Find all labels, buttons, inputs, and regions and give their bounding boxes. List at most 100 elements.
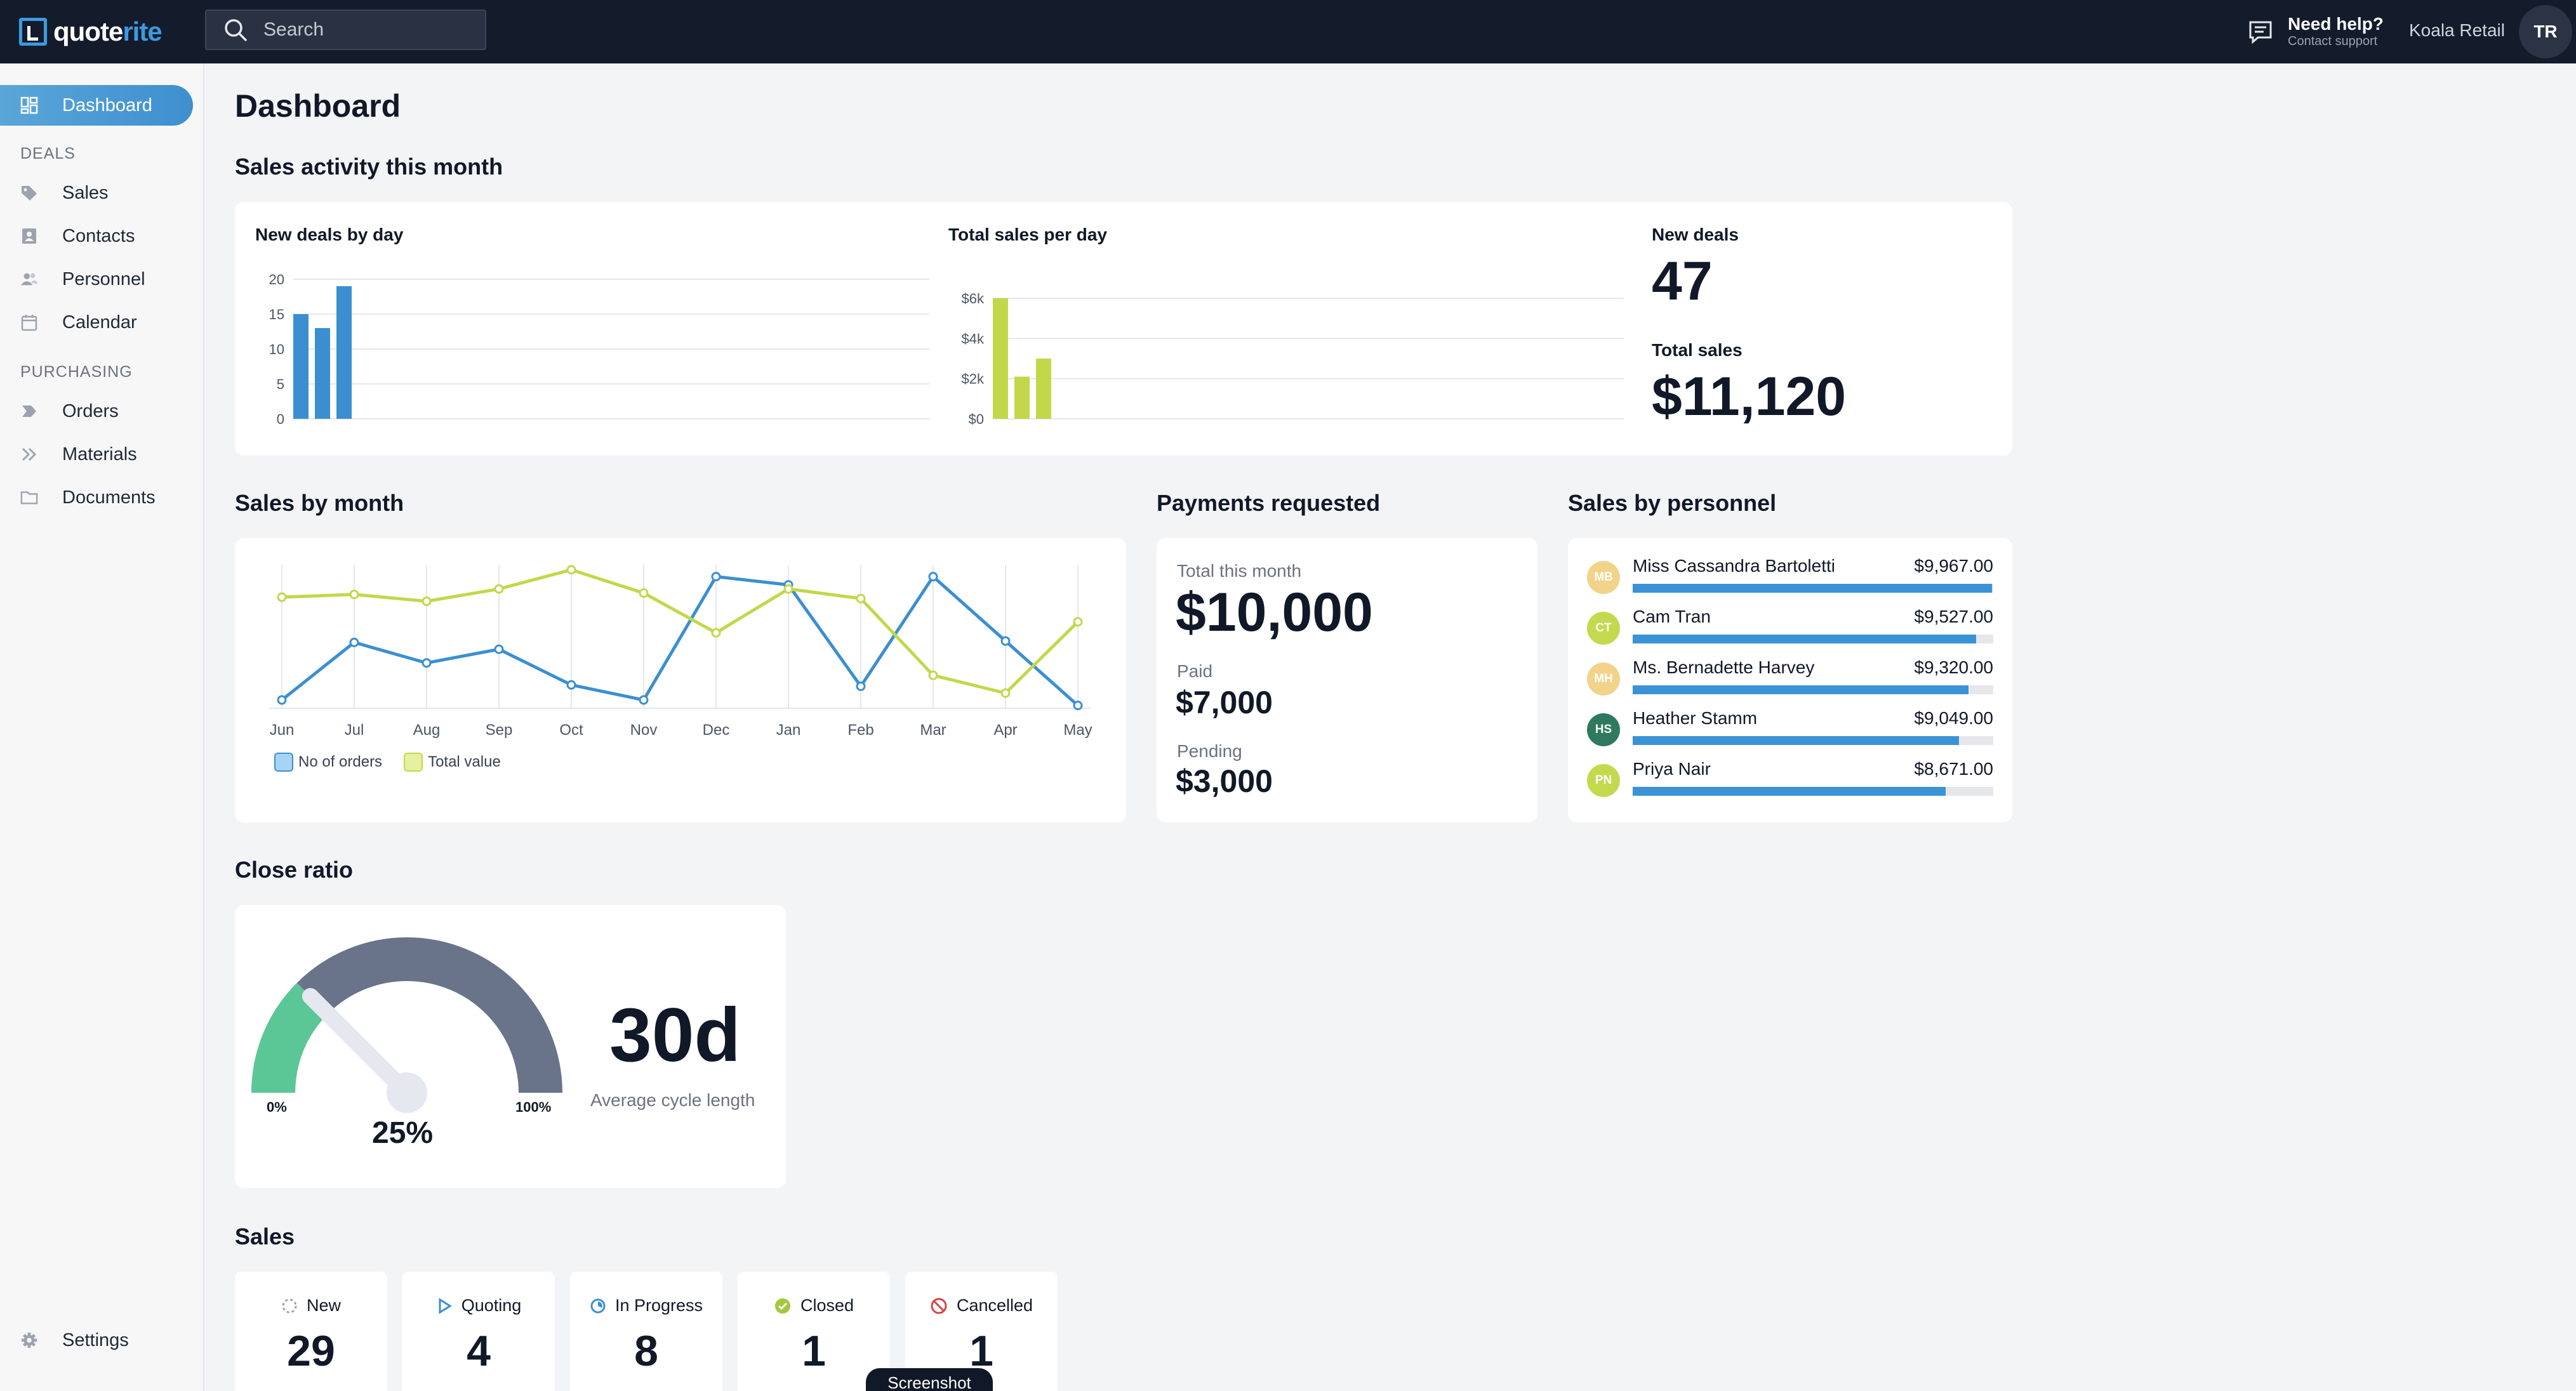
gear-icon xyxy=(20,1331,38,1349)
bar xyxy=(315,328,330,419)
data-point xyxy=(856,593,866,603)
payments-card xyxy=(1157,538,1537,822)
bar xyxy=(293,314,309,419)
status-count: 29 xyxy=(287,1327,335,1375)
logo[interactable]: quoterite xyxy=(19,14,163,49)
y-tick-label: 15 xyxy=(269,307,284,322)
y-tick-label: $4k xyxy=(962,331,985,346)
x-tick-label: Feb xyxy=(847,722,873,739)
data-point xyxy=(422,597,432,607)
section-heading-payments: Payments requested xyxy=(1157,490,1381,516)
data-point xyxy=(494,644,504,654)
line-chart-legend: No of orders Total value xyxy=(274,753,501,772)
personnel-row[interactable]: PN Priya Nair $8,671.00 xyxy=(1587,758,1993,802)
status-card-new[interactable]: New 29 xyxy=(235,1272,387,1391)
data-point xyxy=(1073,701,1083,711)
dashed-circle-icon xyxy=(282,1298,297,1313)
bar xyxy=(1036,359,1051,419)
sales-activity-card xyxy=(235,202,2012,456)
sidebar-item-materials[interactable]: Materials xyxy=(20,440,137,468)
sidebar-item-contacts[interactable]: Contacts xyxy=(20,222,135,250)
sidebar-item-calendar[interactable]: Calendar xyxy=(20,308,137,336)
personnel-value: $9,320.00 xyxy=(1914,657,1993,677)
sidebar-item-label: Calendar xyxy=(62,312,137,333)
payments-total-value: $10,000 xyxy=(1176,582,1373,643)
sidebar-item-label: Dashboard xyxy=(62,95,152,115)
cycle-length-label: Average cycle length xyxy=(590,1090,755,1110)
data-point xyxy=(928,670,938,680)
data-point xyxy=(1000,636,1011,646)
personnel-row[interactable]: MH Ms. Bernadette Harvey $9,320.00 xyxy=(1587,656,1993,701)
section-heading-personnel: Sales by personnel xyxy=(1568,490,1777,516)
x-tick-label: Oct xyxy=(559,722,583,739)
personnel-name: Ms. Bernadette Harvey xyxy=(1633,657,1815,677)
status-label: New xyxy=(306,1296,341,1315)
data-point xyxy=(1000,688,1011,698)
status-card-quoting[interactable]: Quoting 4 xyxy=(402,1272,555,1391)
x-tick-label: Sep xyxy=(486,722,513,739)
data-point xyxy=(711,572,721,582)
y-tick-label: $2k xyxy=(962,371,985,387)
status-count: 8 xyxy=(634,1327,658,1375)
personnel-bar xyxy=(1633,787,1946,796)
calendar-icon xyxy=(20,313,38,331)
personnel-name: Heather Stamm xyxy=(1633,708,1758,728)
payments-pending-label: Pending xyxy=(1177,741,1242,761)
personnel-row[interactable]: HS Heather Stamm $9,049.00 xyxy=(1587,707,1993,751)
sidebar-item-personnel[interactable]: Personnel xyxy=(20,265,145,293)
legend-item-total-value[interactable]: Total value xyxy=(404,753,501,772)
total-sales-bar-chart: $0 $2k $4k $6k xyxy=(962,291,1624,427)
status-label: Closed xyxy=(800,1296,854,1315)
data-point xyxy=(349,637,359,647)
data-point xyxy=(349,590,359,600)
total-sales-label: Total sales xyxy=(1652,340,1743,360)
gauge-max-label: 100% xyxy=(515,1099,552,1115)
personnel-bar xyxy=(1633,685,1969,694)
user-avatar[interactable]: TR xyxy=(2519,5,2572,58)
gauge-hub xyxy=(387,1072,427,1113)
gauge-track xyxy=(251,937,562,1093)
status-card-closed[interactable]: Closed 1 xyxy=(738,1272,890,1391)
help-title: Need help? xyxy=(2288,14,2384,34)
status-label: Cancelled xyxy=(956,1296,1033,1315)
payments-paid-value: $7,000 xyxy=(1176,685,1273,720)
bar xyxy=(993,298,1008,419)
search-input[interactable] xyxy=(263,19,454,41)
bar xyxy=(1014,376,1030,419)
sidebar-item-label: Contacts xyxy=(62,225,135,246)
personnel-row[interactable]: CT Cam Tran $9,527.00 xyxy=(1587,605,1993,650)
sidebar-item-orders[interactable]: Orders xyxy=(20,397,119,425)
legend-swatch xyxy=(404,753,423,772)
x-tick-label: Mar xyxy=(920,722,946,739)
personnel-bar xyxy=(1633,736,1959,745)
company-name[interactable]: Koala Retail xyxy=(2409,20,2505,40)
legend-item-orders[interactable]: No of orders xyxy=(274,753,382,772)
sidebar-item-label: Sales xyxy=(62,182,109,203)
personnel-avatar: MH xyxy=(1587,663,1620,696)
status-count: 1 xyxy=(802,1327,826,1375)
status-card-in-progress[interactable]: In Progress 8 xyxy=(570,1272,722,1391)
sidebar-item-documents[interactable]: Documents xyxy=(20,484,156,511)
search-box[interactable] xyxy=(205,10,486,50)
personnel-row[interactable]: MB Miss Cassandra Bartoletti $9,967.00 xyxy=(1587,555,1993,599)
sidebar-item-settings[interactable]: Settings xyxy=(20,1326,129,1354)
bar xyxy=(336,286,352,419)
gauge-needle xyxy=(302,987,415,1101)
help-subtitle: Contact support xyxy=(2288,34,2378,48)
new-deals-value: 47 xyxy=(1652,251,1713,312)
sidebar-item-sales[interactable]: Sales xyxy=(20,179,109,207)
sidebar-item-dashboard[interactable]: Dashboard xyxy=(0,85,193,126)
personnel-value: $9,527.00 xyxy=(1914,607,1993,626)
payments-pending-value: $3,000 xyxy=(1176,763,1273,799)
personnel-name: Cam Tran xyxy=(1633,607,1711,626)
section-deals: DEALS xyxy=(20,145,76,162)
page-title: Dashboard xyxy=(235,88,401,124)
legend-label: Total value xyxy=(428,753,501,770)
personnel-avatar: PN xyxy=(1587,764,1620,797)
new-deals-chart-title: New deals by day xyxy=(255,225,404,244)
close-ratio-gauge xyxy=(251,937,562,1113)
help-link[interactable]: Need help? Contact support xyxy=(2247,14,2384,49)
personnel-bar xyxy=(1633,635,1977,643)
total-sales-chart-title: Total sales per day xyxy=(948,225,1108,244)
dashboard-icon xyxy=(20,96,38,114)
